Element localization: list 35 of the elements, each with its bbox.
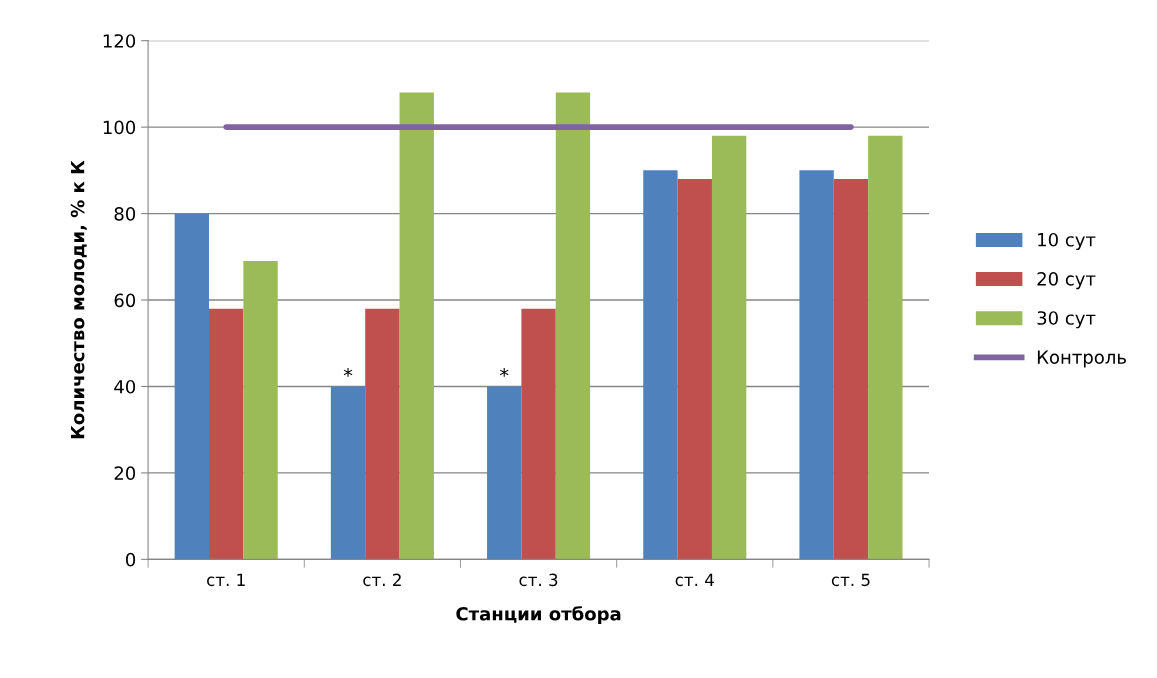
- y-tick-label: 0: [125, 552, 136, 567]
- x-tick-label: ст. 4: [675, 573, 714, 587]
- y-tick-label: 40: [114, 379, 136, 394]
- y-tick-label: 120: [103, 34, 136, 48]
- x-tick-label: ст. 3: [519, 573, 558, 587]
- bar: [555, 92, 591, 560]
- bar: [833, 178, 869, 560]
- bar: [521, 308, 556, 560]
- bar: [330, 386, 366, 560]
- bar: [711, 135, 747, 560]
- bar: [643, 170, 678, 560]
- bar: [365, 308, 400, 560]
- annotation: *: [499, 367, 509, 377]
- bar: [174, 213, 210, 560]
- y-tick-label: 80: [114, 207, 136, 221]
- bar: [868, 135, 903, 560]
- bar: [399, 92, 434, 560]
- bar: [677, 178, 712, 560]
- bar: [243, 261, 278, 560]
- annotation: *: [343, 367, 353, 377]
- legend-label: Контроль: [1037, 350, 1126, 368]
- y-tick-label: 60: [114, 293, 136, 308]
- x-tick-label: ст. 5: [831, 573, 870, 587]
- y-axis-title: Количество молоди, % к К: [70, 160, 87, 439]
- legend-label: 30 сут: [1037, 311, 1096, 329]
- x-tick-label: ст. 2: [363, 573, 401, 587]
- y-tick-label: 100: [103, 120, 136, 135]
- bar: [799, 170, 834, 560]
- y-tick-label: 20: [114, 466, 136, 481]
- bar: [209, 308, 244, 560]
- bar: [487, 386, 522, 560]
- x-axis-title: Станции отбора: [456, 606, 621, 625]
- x-tick-label: ст. 1: [207, 573, 245, 587]
- legend-label: 10 сут: [1038, 232, 1096, 251]
- legend-label: 20 сут: [1037, 272, 1096, 290]
